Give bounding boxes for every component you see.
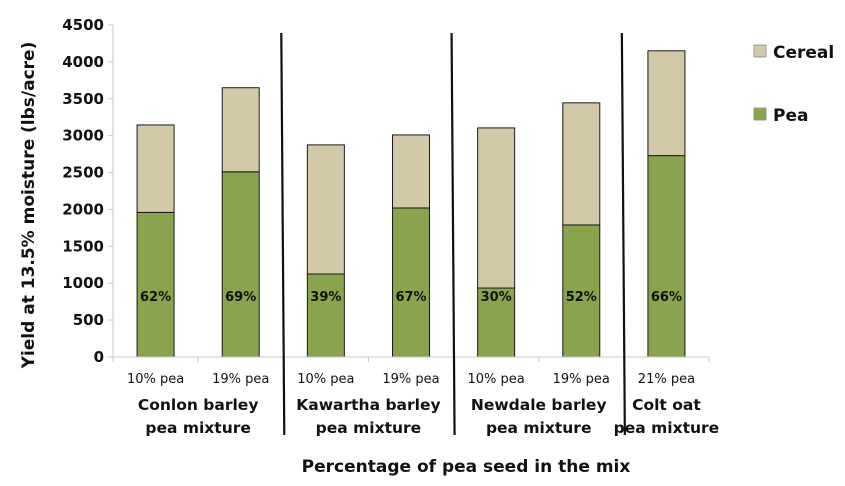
y-axis: 0 500 1000 1500 2000 2500 3000 3500 4000 4500 <box>62 16 114 366</box>
bar-pea <box>647 155 686 358</box>
x-category-label: 21% pea <box>638 372 695 387</box>
bars: 62% 69% 39% 67% 30% 52% 66% <box>136 50 686 358</box>
legend-swatch-pea <box>753 107 767 121</box>
bar-cereal <box>562 102 601 226</box>
x-category-label: 10% pea <box>468 372 525 387</box>
legend: Cereal Pea <box>753 43 834 126</box>
x-category-label: 10% pea <box>297 372 354 387</box>
legend-swatch-cereal <box>753 44 767 58</box>
data-label: 30% <box>481 290 512 305</box>
bar-pea <box>136 211 175 358</box>
data-label: 39% <box>310 290 341 305</box>
group-label-line2: pea mixture <box>614 419 720 437</box>
bar-pea <box>221 171 260 358</box>
data-label: 52% <box>566 290 597 305</box>
group-label-line1: Colt oat <box>632 396 701 414</box>
bar-cereal <box>221 87 260 173</box>
data-label: 67% <box>395 290 426 305</box>
group-label-line2: pea mixture <box>145 419 251 437</box>
bar-pea <box>562 224 601 358</box>
y-tick-label: 500 <box>73 311 104 329</box>
group-label-line1: Newdale barley <box>471 396 607 414</box>
y-tick-label: 3000 <box>62 127 104 145</box>
bar-cereal <box>392 134 430 209</box>
x-axis: 10% pea 19% pea 10% pea 19% pea 10% pea 19% p… <box>112 356 720 437</box>
y-tick-label: 2500 <box>62 164 104 182</box>
group-label-line2: pea mixture <box>316 419 422 437</box>
group-separator-line <box>450 32 456 436</box>
data-label: 66% <box>651 290 682 305</box>
y-tick-label: 0 <box>94 348 104 366</box>
group-separator-line <box>280 32 286 436</box>
group-label-line1: Kawartha barley <box>296 396 440 414</box>
group-separator-line <box>620 32 626 436</box>
bar-cereal <box>647 50 686 157</box>
y-tick-label: 1000 <box>62 274 104 292</box>
y-tick-label: 4000 <box>62 53 104 71</box>
x-category-label: 19% pea <box>382 372 439 387</box>
y-tick-label: 1500 <box>62 237 104 255</box>
bar-pea <box>477 287 516 358</box>
data-label: 69% <box>225 290 256 305</box>
y-tick-label: 2000 <box>62 200 104 218</box>
y-axis-title: Yield at 13.5% moisture (lbs/acre) <box>19 42 39 370</box>
bar-cereal <box>477 127 516 289</box>
y-tick-label: 4500 <box>62 16 104 34</box>
bar-pea <box>392 207 430 358</box>
legend-label-cereal: Cereal <box>773 43 834 63</box>
group-separators <box>280 32 626 436</box>
x-category-label: 10% pea <box>127 372 184 387</box>
bar-pea <box>306 273 345 358</box>
y-tick-label: 3500 <box>62 90 104 108</box>
data-label: 62% <box>140 290 171 305</box>
bar-cereal <box>306 144 345 275</box>
x-category-label: 19% pea <box>212 372 269 387</box>
legend-label-pea: Pea <box>773 106 808 126</box>
x-category-label: 19% pea <box>553 372 610 387</box>
bar-cereal <box>136 124 175 213</box>
group-label-line2: pea mixture <box>486 419 592 437</box>
group-label-line1: Conlon barley <box>138 396 259 414</box>
x-axis-title: Percentage of pea seed in the mix <box>302 457 631 477</box>
